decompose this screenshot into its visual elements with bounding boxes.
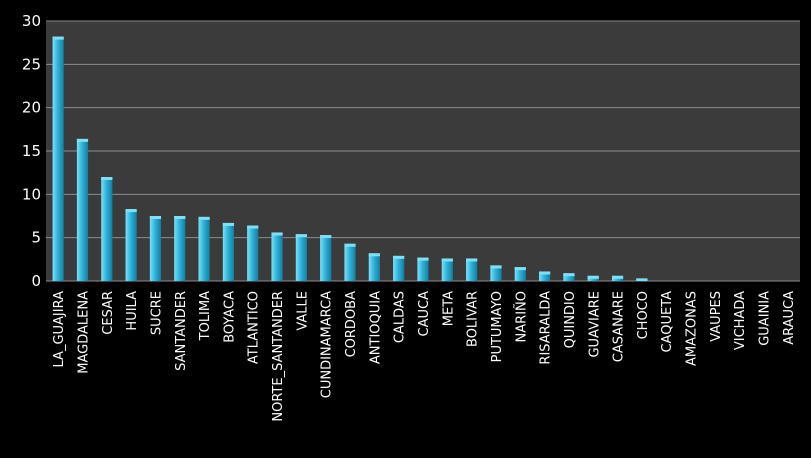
x-tick-label: VALLE bbox=[295, 291, 310, 331]
x-tick-label: BOLIVAR bbox=[466, 291, 481, 347]
bar-cap bbox=[441, 258, 453, 262]
bar-cap bbox=[76, 138, 89, 142]
bar-cap bbox=[247, 225, 259, 229]
bar-cap bbox=[368, 253, 380, 257]
x-tick-label: MAGDALENA bbox=[76, 291, 91, 374]
x-tick-label: ATLANTICO bbox=[247, 291, 262, 364]
bar-cap bbox=[636, 278, 648, 281]
y-tick-label: 5 bbox=[31, 229, 41, 247]
bar bbox=[125, 209, 137, 281]
x-tick-label: CAQUETA bbox=[660, 291, 675, 353]
bar bbox=[417, 257, 429, 281]
bar-cap bbox=[295, 234, 307, 238]
bar-cap bbox=[563, 273, 575, 277]
x-tick-label: CUNDINAMARCA bbox=[320, 291, 335, 398]
bar bbox=[101, 177, 113, 281]
y-tick-label: 0 bbox=[31, 272, 41, 290]
x-tick-label: RISARALDA bbox=[539, 291, 554, 365]
bar bbox=[76, 138, 89, 281]
bar-cap bbox=[490, 265, 502, 269]
bar-cap bbox=[587, 275, 599, 279]
bar-cap bbox=[198, 216, 210, 220]
bar-cap bbox=[222, 222, 235, 226]
bar bbox=[563, 273, 575, 281]
x-tick-label: CESAR bbox=[101, 291, 116, 335]
x-tick-label: AMAZONAS bbox=[685, 291, 700, 366]
x-tick-label: ANTIOQUIA bbox=[368, 291, 383, 364]
x-tick-label: VICHADA bbox=[733, 291, 748, 350]
gridlines bbox=[46, 20, 800, 282]
y-tick-label: 25 bbox=[22, 55, 41, 73]
bar bbox=[320, 235, 332, 281]
x-tick-label: GUAINIA bbox=[758, 291, 773, 346]
x-tick-label: SANTANDER bbox=[174, 291, 189, 371]
bar bbox=[52, 36, 64, 281]
bar bbox=[466, 258, 478, 281]
x-tick-label: CHOCO bbox=[636, 291, 651, 339]
bar bbox=[271, 232, 283, 281]
bar-cap bbox=[393, 255, 405, 259]
x-axis: LA_GUAJIRA MAGDALENA CESAR HUILA SUCRE SANTAN… bbox=[52, 291, 797, 422]
bar-cap bbox=[611, 275, 624, 279]
bar-cap bbox=[149, 216, 162, 219]
x-tick-label: QUINDIO bbox=[563, 291, 578, 348]
x-tick-label: TOLIMA bbox=[198, 291, 213, 341]
bar bbox=[295, 234, 307, 281]
x-tick-label: CASANARE bbox=[612, 291, 627, 362]
bar bbox=[539, 271, 551, 281]
y-axis: 0 5 10 15 20 25 30 bbox=[22, 12, 41, 290]
bar bbox=[490, 265, 502, 281]
y-tick-label: 15 bbox=[22, 142, 41, 160]
bar bbox=[247, 225, 259, 281]
bar bbox=[344, 243, 356, 281]
bar bbox=[368, 253, 380, 281]
bar-cap bbox=[514, 267, 526, 271]
bar-cap bbox=[417, 257, 429, 261]
x-tick-label: BOYACA bbox=[222, 291, 237, 343]
bar-cap bbox=[271, 232, 283, 236]
bar-cap bbox=[125, 209, 137, 213]
y-tick-label: 10 bbox=[22, 185, 41, 203]
bar-cap bbox=[466, 258, 478, 262]
x-tick-label: CALDAS bbox=[393, 291, 408, 343]
x-tick-label: CORDOBA bbox=[344, 291, 359, 358]
bar bbox=[222, 222, 235, 281]
x-tick-label: VAUPES bbox=[709, 291, 724, 342]
x-tick-label: NORTE_SANTANDER bbox=[271, 291, 286, 422]
bar bbox=[174, 216, 186, 281]
bar-cap bbox=[101, 177, 113, 180]
bar-cap bbox=[344, 243, 356, 247]
bars bbox=[52, 36, 648, 281]
bar bbox=[393, 255, 405, 281]
x-tick-label: CAUCA bbox=[417, 291, 432, 337]
bar-cap bbox=[539, 271, 551, 275]
x-tick-label: SUCRE bbox=[149, 291, 164, 335]
x-tick-label: META bbox=[441, 291, 456, 326]
bar bbox=[149, 216, 162, 281]
x-tick-label: GUAVIARE bbox=[587, 291, 602, 358]
x-tick-label: NARIÑO bbox=[513, 291, 529, 342]
x-tick-label: ARAUCA bbox=[782, 291, 797, 345]
x-tick-label: PUTUMAYO bbox=[490, 291, 505, 362]
y-tick-label: 20 bbox=[22, 99, 41, 117]
bar bbox=[441, 258, 453, 281]
bar-cap bbox=[320, 235, 332, 239]
bar-cap bbox=[174, 216, 186, 219]
bar bbox=[198, 216, 210, 281]
bar-cap bbox=[52, 36, 64, 40]
y-tick-label: 30 bbox=[22, 12, 41, 30]
x-tick-label: HUILA bbox=[125, 291, 140, 331]
x-tick-label: LA_GUAJIRA bbox=[52, 291, 67, 368]
bar bbox=[514, 267, 526, 281]
